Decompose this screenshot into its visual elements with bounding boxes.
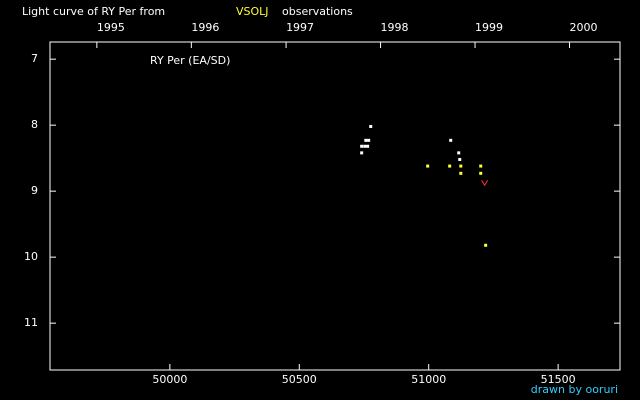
y-tick-label: 10 [24,250,38,263]
point [457,151,461,155]
point [479,171,483,175]
point [363,144,367,148]
point [426,164,430,168]
y-tick-label: 11 [24,316,38,329]
point [481,179,489,187]
point [364,138,368,142]
point [367,138,371,142]
x2-tick-label: 1998 [381,21,409,34]
point [479,164,483,168]
point [448,164,452,168]
point [458,157,462,161]
x2-tick-label: 1997 [286,21,314,34]
x2-tick-label: 1996 [191,21,219,34]
y-tick-label: 9 [31,184,38,197]
point [366,144,370,148]
credit: drawn by ooruri [531,383,618,396]
x-tick-label: 50000 [152,373,187,386]
point [459,164,463,168]
x-tick-label: 51500 [541,373,576,386]
annotation: RY Per (EA/SD) [150,54,230,67]
title-suffix: observations [282,5,353,18]
point [459,171,463,175]
point [449,138,453,142]
x2-tick-label: 1999 [475,21,503,34]
chart-title: Light curve of RY Per from [22,5,165,18]
point [484,243,488,247]
x2-tick-label: 1995 [97,21,125,34]
plot-frame [49,41,621,371]
point [360,144,364,148]
y-tick-label: 7 [31,52,38,65]
point [360,151,364,155]
y-tick-label: 8 [31,118,38,131]
x-tick-label: 50500 [282,373,317,386]
x-tick-label: 51000 [411,373,446,386]
x2-tick-label: 2000 [570,21,598,34]
point [369,124,373,128]
source-label: VSOLJ [236,5,269,18]
